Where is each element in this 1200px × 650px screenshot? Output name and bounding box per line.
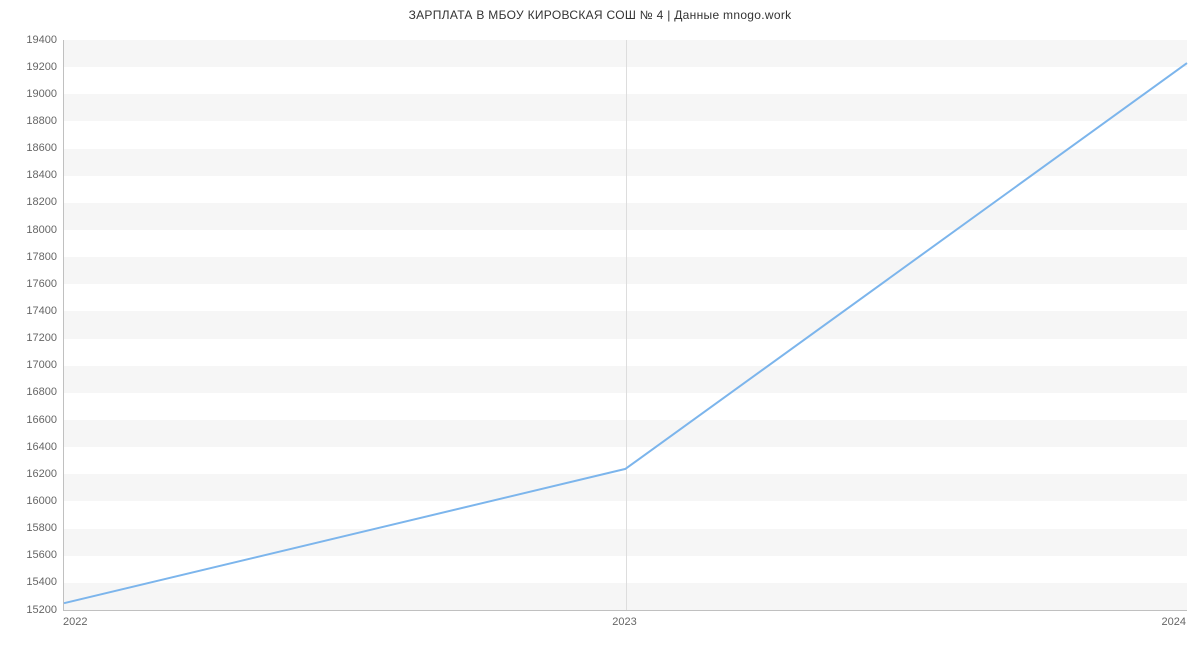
y-axis-tick-label: 16600 xyxy=(26,414,57,426)
y-axis-tick-label: 17000 xyxy=(26,359,57,371)
y-axis-tick-label: 17400 xyxy=(26,305,57,317)
y-axis-tick-label: 16400 xyxy=(26,441,57,453)
salary-chart: ЗАРПЛАТА В МБОУ КИРОВСКАЯ СОШ № 4 | Данн… xyxy=(0,0,1200,650)
y-axis-tick-label: 15400 xyxy=(26,576,57,588)
y-axis-tick-label: 18800 xyxy=(26,115,57,127)
y-axis-tick-label: 15800 xyxy=(26,522,57,534)
y-axis-tick-label: 15600 xyxy=(26,549,57,561)
y-axis-tick-label: 18200 xyxy=(26,196,57,208)
y-axis-tick-label: 19000 xyxy=(26,88,57,100)
y-axis-tick-label: 19400 xyxy=(26,34,57,46)
x-axis-tick-label: 2022 xyxy=(63,616,87,628)
y-axis-tick-label: 17600 xyxy=(26,278,57,290)
y-axis-tick-label: 18400 xyxy=(26,169,57,181)
x-axis-tick-label: 2023 xyxy=(612,616,636,628)
plot-area xyxy=(63,40,1187,611)
y-axis-tick-label: 16800 xyxy=(26,386,57,398)
y-axis-tick-label: 16000 xyxy=(26,495,57,507)
y-axis-tick-label: 18600 xyxy=(26,142,57,154)
y-axis-tick-label: 16200 xyxy=(26,468,57,480)
x-axis-tick-label: 2024 xyxy=(1162,616,1186,628)
y-axis-tick-label: 15200 xyxy=(26,604,57,616)
y-axis-tick-label: 18000 xyxy=(26,224,57,236)
y-axis-tick-label: 17800 xyxy=(26,251,57,263)
chart-title: ЗАРПЛАТА В МБОУ КИРОВСКАЯ СОШ № 4 | Данн… xyxy=(0,8,1200,22)
y-axis-tick-label: 19200 xyxy=(26,61,57,73)
series-line-salary xyxy=(64,63,1187,603)
series-layer xyxy=(64,40,1187,610)
y-axis-tick-label: 17200 xyxy=(26,332,57,344)
